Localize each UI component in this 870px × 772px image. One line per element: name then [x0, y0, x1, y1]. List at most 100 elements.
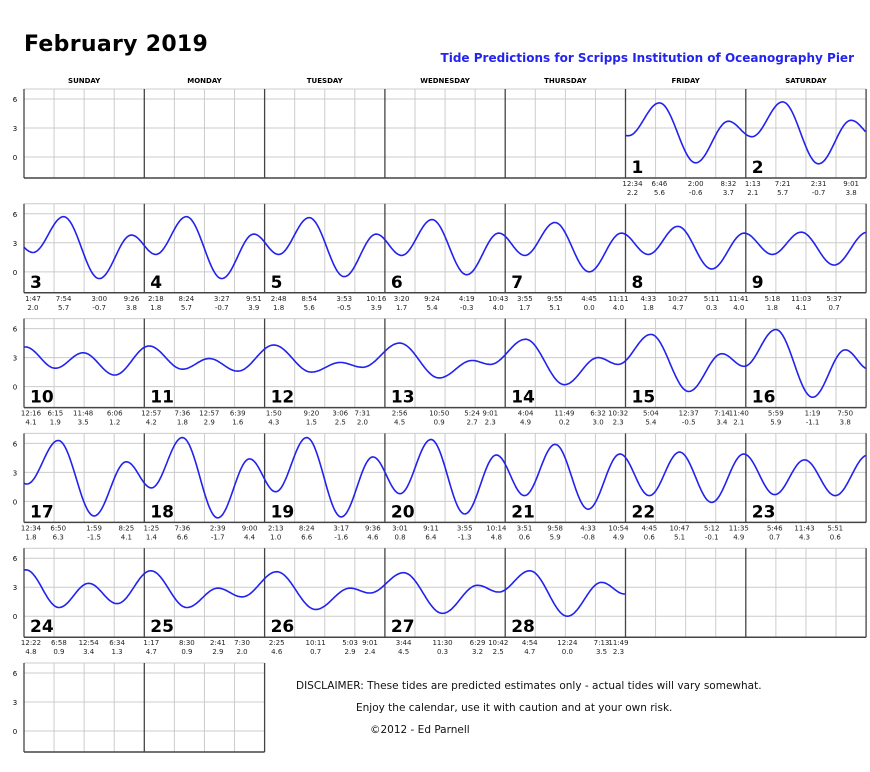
tide-height-label: 3.9 [248, 304, 259, 312]
tide-time-label: 7:31 [355, 410, 371, 418]
tide-height-label: 1.8 [25, 533, 36, 541]
day-number: 27 [391, 617, 415, 637]
tide-height-label: 3.8 [126, 304, 137, 312]
tide-time-label: 6:32 [590, 410, 606, 418]
tide-time-label: 2:00 [688, 180, 704, 188]
tide-time-label: 11:30 [432, 639, 452, 647]
tide-curve [625, 101, 867, 165]
tide-height-label: 0.8 [394, 533, 405, 541]
day-number: 28 [511, 617, 535, 637]
chart-subtitle: Tide Predictions for Scripps Institution… [440, 51, 854, 65]
tide-time-label: 3:06 [332, 410, 348, 418]
tide-height-label: 1.6 [232, 419, 244, 427]
tide-time-label: 12:34 [21, 524, 42, 532]
tide-time-label: 4:19 [459, 295, 475, 303]
tide-time-label: 7:30 [234, 639, 250, 647]
tide-height-label: 4.6 [271, 648, 283, 656]
tide-height-label: -1.3 [458, 533, 472, 541]
tide-time-label: 7:54 [56, 295, 72, 303]
tide-time-label: 5:24 [464, 410, 480, 418]
y-tick-label: 0 [13, 154, 17, 162]
tide-height-label: -0.7 [215, 304, 229, 312]
tide-time-label: 12:37 [679, 410, 699, 418]
day-number: 6 [391, 273, 403, 293]
tide-height-label: -1.6 [334, 533, 348, 541]
y-tick-label: 6 [13, 326, 18, 334]
tide-curve [23, 436, 867, 519]
tide-height-label: 5.6 [304, 304, 316, 312]
day-number: 19 [271, 502, 295, 522]
weekday-header-tuesday: TUESDAY [307, 77, 344, 85]
tide-time-label: 3:55 [517, 295, 533, 303]
tide-height-label: 0.7 [769, 533, 780, 541]
tide-time-label: 10:32 [608, 410, 628, 418]
tide-time-label: 1:13 [745, 180, 761, 188]
tide-height-label: 0.9 [53, 648, 64, 656]
tide-time-label: 3:00 [91, 295, 107, 303]
tide-height-label: 5.4 [645, 419, 657, 427]
tide-time-label: 3:27 [214, 295, 230, 303]
tide-time-label: 10:47 [669, 524, 689, 532]
day-number: 8 [632, 273, 644, 293]
tide-height-label: 1.8 [273, 304, 284, 312]
tide-height-label: 5.9 [550, 533, 561, 541]
y-tick-label: 0 [13, 498, 17, 506]
tide-time-label: 5:12 [704, 524, 720, 532]
day-number: 2 [752, 158, 764, 178]
tide-height-label: 4.0 [613, 304, 624, 312]
tide-height-label: 2.1 [733, 419, 744, 427]
tide-height-label: 4.9 [613, 533, 624, 541]
tide-height-label: -0.1 [705, 533, 719, 541]
tide-height-label: 4.5 [398, 648, 409, 656]
tide-height-label: 0.0 [584, 304, 595, 312]
tide-time-label: 4:33 [580, 524, 596, 532]
tide-height-label: 0.6 [830, 533, 842, 541]
tide-time-label: 8:54 [301, 295, 317, 303]
weekday-header-wednesday: WEDNESDAY [420, 77, 471, 85]
tide-height-label: -1.5 [87, 533, 101, 541]
tide-height-label: 0.6 [519, 533, 531, 541]
copyright: ©2012 - Ed Parnell [370, 724, 470, 736]
tide-height-label: 6.4 [425, 533, 437, 541]
tide-time-label: 10:11 [306, 639, 326, 647]
tide-time-label: 4:33 [640, 295, 656, 303]
tide-time-label: 8:32 [721, 180, 737, 188]
tide-height-label: 3.5 [78, 419, 89, 427]
tide-time-label: 7:14 [714, 410, 730, 418]
tide-height-label: 1.4 [146, 533, 158, 541]
disclaimer-enjoy: Enjoy the calendar, use it with caution … [356, 702, 673, 714]
tide-time-label: 5:51 [827, 524, 843, 532]
tide-height-label: 4.2 [146, 419, 157, 427]
y-tick-label: 3 [13, 584, 17, 592]
tide-height-label: 5.7 [777, 189, 788, 197]
tide-height-label: 6.6 [177, 533, 189, 541]
tide-time-label: 10:54 [608, 524, 629, 532]
tide-height-label: 3.9 [371, 304, 382, 312]
tide-height-label: 2.9 [344, 648, 355, 656]
tide-time-label: 3:44 [396, 639, 412, 647]
tide-time-label: 3:53 [336, 295, 352, 303]
tide-height-label: 2.0 [236, 648, 247, 656]
tide-height-label: 4.1 [796, 304, 807, 312]
tide-height-label: 1.8 [643, 304, 654, 312]
tide-time-label: 9:01 [362, 639, 378, 647]
weekday-header-thursday: THURSDAY [544, 77, 587, 85]
tide-time-label: 1:47 [25, 295, 41, 303]
tide-time-label: 8:24 [299, 524, 315, 532]
tide-height-label: 4.8 [25, 648, 36, 656]
day-number: 17 [30, 502, 54, 522]
tide-time-label: 10:14 [486, 524, 507, 532]
tide-time-label: 2:31 [811, 180, 827, 188]
y-tick-label: 6 [13, 670, 18, 678]
y-tick-label: 3 [13, 240, 17, 248]
tide-time-label: 6:58 [51, 639, 67, 647]
tide-time-label: 12:22 [21, 639, 41, 647]
y-tick-label: 0 [13, 384, 17, 392]
tide-time-label: 11:41 [729, 295, 749, 303]
tide-time-label: 12:54 [79, 639, 100, 647]
tide-time-label: 5:59 [768, 410, 784, 418]
tide-time-label: 9:24 [424, 295, 440, 303]
tide-time-label: 10:27 [668, 295, 688, 303]
tide-time-label: 3:17 [333, 524, 349, 532]
tide-time-label: 9:51 [246, 295, 262, 303]
